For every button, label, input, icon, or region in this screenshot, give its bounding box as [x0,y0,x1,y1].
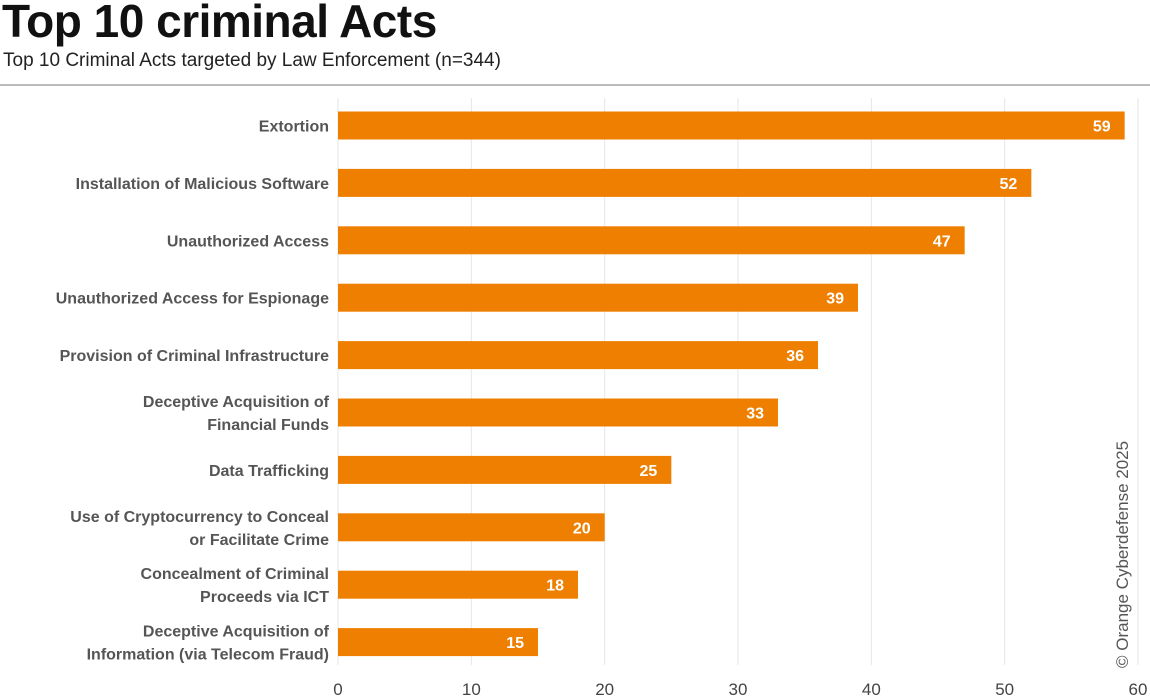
data-label: 25 [640,463,658,480]
category-label: Installation of Malicious Software [76,176,329,193]
bar [338,341,818,370]
x-tick-label: 20 [595,680,614,699]
category-label: Extortion [259,119,329,136]
bar [338,283,858,312]
header-divider [0,84,1150,86]
data-label: 39 [826,291,844,308]
data-label: 52 [1000,176,1018,193]
x-tick-label: 10 [462,680,481,699]
bar [338,398,778,427]
category-label: Concealment of Criminal [141,566,329,583]
category-label: Proceeds via ICT [200,589,329,606]
category-label: Deceptive Acquisition of [143,624,330,641]
category-label: Deceptive Acquisition of [143,394,330,411]
data-label: 18 [546,578,564,595]
data-label: 15 [506,635,524,652]
category-label: Use of Cryptocurrency to Conceal [70,509,329,526]
chart-title: Top 10 criminal Acts [2,0,437,47]
category-label: Unauthorized Access [167,233,329,250]
bar [338,513,605,542]
bar [338,570,578,599]
data-label: 20 [573,520,591,537]
category-label: Data Trafficking [209,463,329,480]
category-label: Financial Funds [207,417,329,434]
chart-subtitle: Top 10 Criminal Acts targeted by Law Enf… [3,50,501,71]
category-label: Information (via Telecom Fraud) [87,647,329,664]
category-label: or Facilitate Crime [189,532,329,549]
category-label: Unauthorized Access for Espionage [56,291,329,308]
bar [338,455,672,484]
credit-text: © Orange Cyberdefense 2025 [1113,441,1132,668]
bar [338,111,1125,140]
data-label: 33 [746,406,764,423]
x-tick-label: 30 [729,680,748,699]
x-tick-label: 50 [995,680,1014,699]
data-label: 36 [786,348,804,365]
x-tick-label: 0 [333,680,342,699]
x-tick-label: 60 [1129,680,1148,699]
x-tick-label: 40 [862,680,881,699]
bar [338,226,965,255]
bar [338,628,538,657]
data-label: 59 [1093,119,1111,136]
category-label: Provision of Criminal Infrastructure [60,348,329,365]
data-label: 47 [933,233,951,250]
bar [338,168,1032,197]
